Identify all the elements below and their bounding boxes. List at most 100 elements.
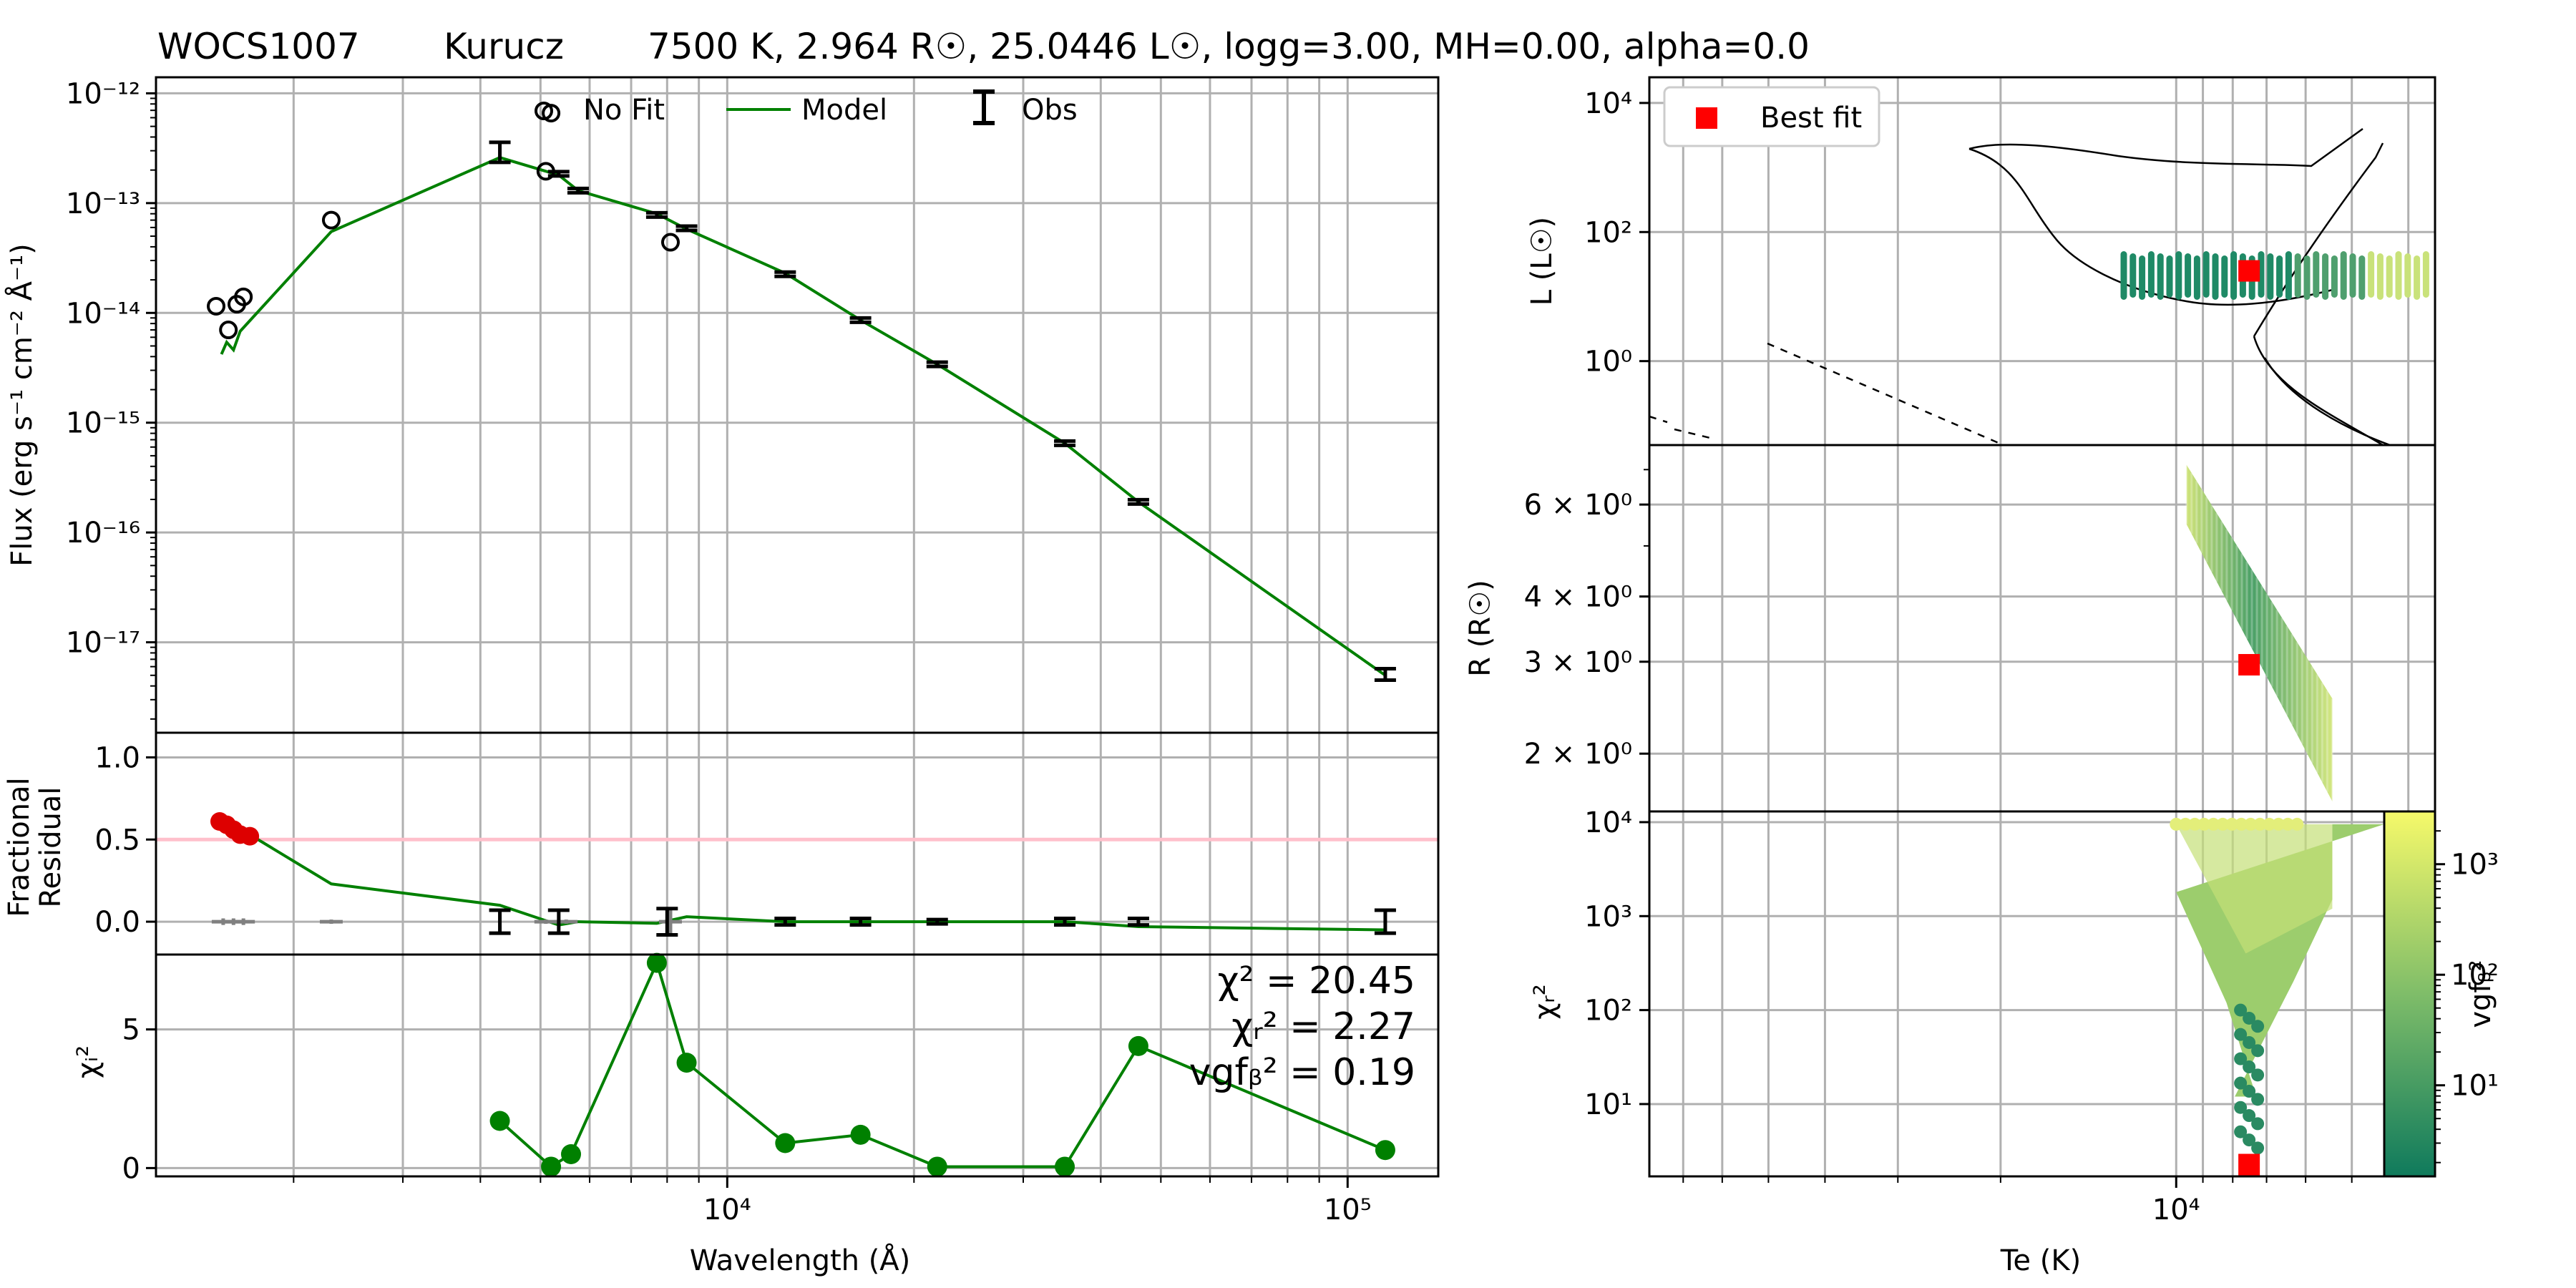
obs-errorbar	[926, 917, 948, 926]
hr-plot	[1649, 127, 2429, 447]
chi2r-plot	[2170, 817, 2384, 1176]
chi-point	[489, 1111, 510, 1131]
chi-point	[850, 1124, 871, 1145]
y-tick-label: 10²	[1584, 995, 1632, 1028]
chi-point	[561, 1144, 582, 1164]
chi2r-point	[2251, 1117, 2265, 1131]
chi2r-panel: 10⁴ 10³ 10² 10¹ 10⁴ χᵣ² Te (K) 10³ 10² 10¹ vg…	[1528, 806, 2499, 1277]
x-tick-label: 10⁵	[1324, 1194, 1372, 1226]
chi-point	[1128, 1035, 1148, 1056]
y-tick-label: 0.5	[94, 824, 140, 857]
chi2r-point	[2244, 817, 2258, 831]
residual-plot	[156, 812, 1438, 937]
chi-y-ticks: 50	[122, 1014, 156, 1185]
chi2r-point	[2243, 1109, 2256, 1123]
nofit-point	[660, 233, 680, 252]
chi2r-point	[2243, 1011, 2256, 1025]
chi2r-point	[2251, 1020, 2265, 1033]
sed-y-ticks: 10⁻¹² 10⁻¹³ 10⁻¹⁴ 10⁻¹⁵ 10⁻¹⁶ 10⁻¹⁷	[66, 77, 156, 720]
legend-model-label: Model	[801, 94, 887, 127]
nofit-point	[321, 210, 341, 230]
model-line	[220, 156, 1387, 677]
legend-bestfit-label: Best fit	[1760, 102, 1862, 135]
chi2r-point	[2243, 1085, 2256, 1098]
chi2r-point	[2234, 1101, 2248, 1114]
y-tick-label: 10⁰	[1584, 346, 1632, 379]
x-tick-label: 10⁴	[2152, 1194, 2200, 1226]
chi2r-y-ticks: 10⁴ 10³ 10² 10¹	[1584, 806, 1649, 1121]
obs-errorbar	[774, 270, 796, 278]
chi-point	[1375, 1140, 1395, 1161]
dashed-track	[1649, 415, 1711, 439]
y-tick-label: 10⁴	[1584, 87, 1632, 120]
chi2r-point	[2290, 817, 2304, 831]
obs-errorbar	[547, 908, 570, 935]
isochrone-curve	[1968, 147, 2333, 306]
chi-frame	[155, 953, 1440, 1178]
residual-point	[240, 826, 260, 846]
chi2r-point	[2281, 817, 2295, 831]
y-tick-label: 0.0	[94, 906, 140, 939]
obs-errorbar	[1374, 666, 1396, 682]
chi2r-point	[2235, 817, 2248, 831]
obs-errorbar	[567, 186, 589, 195]
x-tick-label: 10⁴	[703, 1194, 751, 1226]
y-tick-label: 10¹	[1584, 1088, 1632, 1121]
chi2r-point	[2251, 1044, 2265, 1058]
chi2r-point	[2234, 1125, 2248, 1138]
obs-errorbar	[489, 140, 511, 165]
obs-errorbar	[489, 908, 511, 935]
isochrone-curve	[2253, 336, 2384, 447]
obs-errorbar	[849, 916, 872, 927]
hr-y-ticks: 10⁴ 10² 10⁰	[1584, 87, 1649, 379]
chi2r-point	[2207, 817, 2220, 831]
y-tick-label: 10⁻¹⁷	[66, 627, 140, 660]
obs-errorbar	[1127, 497, 1149, 506]
chi2r-point	[2216, 817, 2230, 831]
hr-legend: Best fit	[1663, 86, 1880, 147]
y-tick-label: 10⁻¹⁶	[66, 517, 140, 550]
sed-plot	[207, 104, 1396, 682]
chi-point	[927, 1156, 947, 1177]
left-x-ticks: 10⁴ 10⁵	[293, 1176, 1372, 1226]
model-name: Kurucz	[444, 26, 564, 67]
chi2r-point	[2272, 817, 2285, 831]
y-tick-label: 0	[122, 1152, 140, 1185]
nofit-point	[207, 296, 226, 316]
residual-y-label-2: Residual	[34, 787, 67, 908]
nofit-errorbar	[534, 919, 557, 924]
obs-errorbar	[645, 210, 668, 219]
obs-errorbar	[675, 224, 698, 233]
y-tick-label: 4 × 10⁰	[1524, 581, 1632, 614]
right-x-axis-label: Te (K)	[2000, 1244, 2081, 1277]
obs-errorbar	[849, 316, 872, 324]
chi2r-point	[2225, 817, 2239, 831]
obs-errorbar	[656, 907, 678, 937]
nofit-errorbar	[319, 919, 343, 924]
chi-point	[646, 952, 667, 973]
obs-errorbar	[774, 916, 796, 927]
chi2r-point	[2197, 817, 2211, 831]
isochrone-curve	[1968, 127, 2363, 167]
chi2r-point	[2251, 1093, 2265, 1106]
nofit-point	[219, 321, 238, 340]
chi2r-point	[2243, 1060, 2256, 1074]
chi-grid	[156, 955, 1438, 1176]
hr-panel: 10⁴ 10² 10⁰ L (L☉) Best fit	[1526, 76, 2436, 447]
obs-errorbar	[1127, 916, 1149, 927]
chi2r-point	[2179, 817, 2192, 831]
radius-panel: 6 × 10⁰ 4 × 10⁰ 3 × 10⁰ 2 × 10⁰ R (R☉)	[1464, 444, 2436, 813]
best-fit-marker	[2238, 260, 2260, 282]
y-tick-label: 2 × 10⁰	[1524, 738, 1632, 771]
colorbar	[2383, 810, 2436, 1178]
chi2r-point	[2234, 1003, 2248, 1017]
residual-y-ticks: 1.0 0.5 0.0	[94, 741, 156, 939]
y-tick-label: 10⁻¹⁵	[66, 407, 140, 440]
obs-errorbar	[1054, 439, 1076, 447]
sed-legend: No Fit Model Obs	[535, 89, 1078, 127]
chi2r-y-axis-label: χᵣ²	[1528, 984, 1561, 1020]
chi2r-point	[2251, 1068, 2265, 1082]
chi2r-point	[2234, 1028, 2248, 1041]
left-x-axis-label: Wavelength (Å)	[690, 1243, 911, 1277]
